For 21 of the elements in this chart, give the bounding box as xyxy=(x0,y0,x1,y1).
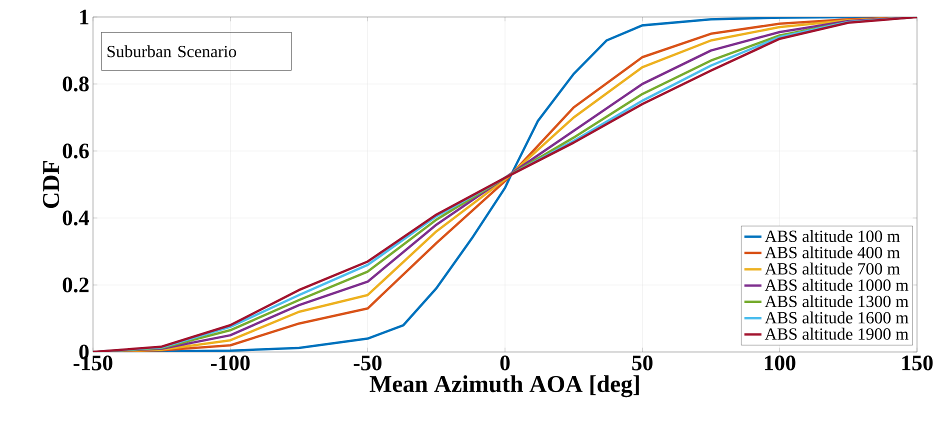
x-tick-label: -100 xyxy=(210,356,250,370)
legend-label: ABS altitude 100 m xyxy=(764,230,900,242)
y-axis-title: CDF xyxy=(42,161,60,208)
x-tick-label: 150 xyxy=(902,356,933,370)
y-tick-label: 0.8 xyxy=(62,76,89,92)
y-tick-label: 0.6 xyxy=(62,144,89,158)
x-axis-title: Mean Azimuth AOA [deg] xyxy=(370,375,639,398)
legend-label: ABS altitude 400 m xyxy=(764,246,900,258)
legend-label: ABS altitude 1600 m xyxy=(764,312,908,324)
x-tick-label: 0 xyxy=(500,356,510,370)
legend-label: ABS altitude 1000 m xyxy=(764,278,908,291)
annotation: Suburban Scenario xyxy=(108,45,236,58)
y-tick-label: 0.2 xyxy=(62,278,89,292)
legend-label: ABS altitude 700 m xyxy=(764,262,900,275)
y-tick-label: 0.4 xyxy=(62,210,90,226)
legend-label: ABS altitude 1300 m xyxy=(764,295,908,308)
legend-label: ABS altitude 1900 m xyxy=(764,328,908,340)
y-tick-label: 1 xyxy=(80,10,88,24)
x-tick-label: 50 xyxy=(632,356,653,370)
x-tick-label: 100 xyxy=(764,356,796,370)
x-tick-label: -50 xyxy=(354,356,382,370)
